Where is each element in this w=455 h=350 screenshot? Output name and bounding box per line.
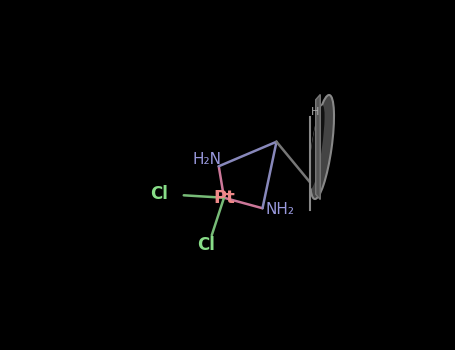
Text: Pt: Pt xyxy=(213,189,235,207)
Text: H₂N: H₂N xyxy=(192,152,221,167)
Text: Cl: Cl xyxy=(197,236,215,254)
Polygon shape xyxy=(316,94,320,199)
Text: H: H xyxy=(311,107,319,117)
Ellipse shape xyxy=(309,105,324,189)
Text: NH₂: NH₂ xyxy=(266,203,294,217)
Ellipse shape xyxy=(310,95,334,199)
Text: Cl: Cl xyxy=(150,185,168,203)
